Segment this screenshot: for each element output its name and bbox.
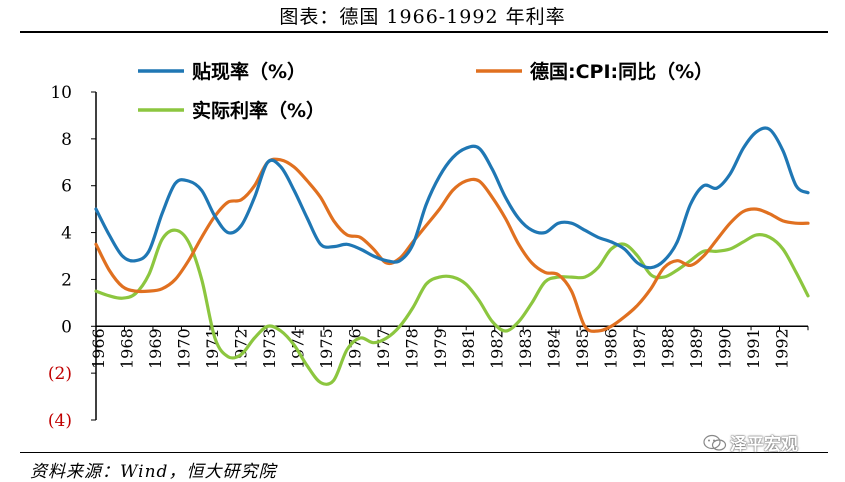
x-tick-label: 1990 (716, 328, 735, 369)
y-tick-label: (4) (48, 411, 72, 431)
y-tick-label: 10 (50, 83, 72, 103)
x-tick-label: 1986 (602, 328, 621, 369)
series-line-discount-rate (94, 126, 810, 270)
x-tick-label: 1992 (773, 328, 792, 369)
x-tick-label: 1968 (117, 328, 136, 369)
y-tick-label: (2) (48, 364, 72, 384)
series-line-cpi (94, 157, 810, 333)
series-layer (94, 126, 810, 386)
x-tick-label: 1987 (630, 328, 649, 369)
figure-title: 图表：德国 1966-1992 年利率 (279, 6, 566, 28)
x-tick-label: 1970 (174, 328, 193, 369)
y-tick-label: 6 (61, 177, 72, 197)
x-tick-label: 1978 (402, 328, 421, 369)
x-tick-label: 1981 (459, 328, 478, 369)
legend-item-cpi-label: 德国:CPI:同比（%） (530, 60, 713, 83)
x-tick-label: 1975 (317, 328, 336, 369)
x-tick-label: 1982 (488, 328, 507, 369)
source-rule (20, 452, 828, 453)
watermark-text: 泽平宏观 (730, 435, 798, 455)
y-tick-label: 8 (61, 130, 72, 150)
x-tick-label: 1984 (545, 328, 564, 369)
x-tick-label: 1969 (146, 328, 165, 369)
x-tick-label: 1983 (516, 328, 535, 369)
legend-item-real-rate-label: 实际利率（%） (192, 99, 325, 122)
source-note: 资料来源：Wind，恒大研究院 (30, 462, 277, 482)
series-line-real-rate (94, 228, 810, 386)
x-tick-label: 1988 (659, 328, 678, 369)
wechat-icon (703, 434, 727, 451)
x-tick-label: 1966 (89, 328, 108, 369)
x-tick-label: 1971 (203, 328, 222, 369)
y-tick-label: 0 (61, 317, 72, 337)
x-tick-label: 1985 (573, 328, 592, 369)
y-tick-label: 4 (61, 224, 72, 244)
x-tick-label: 1979 (431, 328, 450, 369)
title-rule (20, 31, 828, 33)
y-tick-label: 2 (61, 270, 72, 290)
legend-item-discount-rate-label: 贴现率（%） (192, 60, 306, 83)
x-tick-label: 1991 (744, 328, 763, 369)
legend: 贴现率（%） 德国:CPI:同比（%） 实际利率（%） (138, 60, 713, 122)
x-tick-label: 1973 (260, 328, 279, 369)
x-tick-label: 1989 (687, 328, 706, 369)
